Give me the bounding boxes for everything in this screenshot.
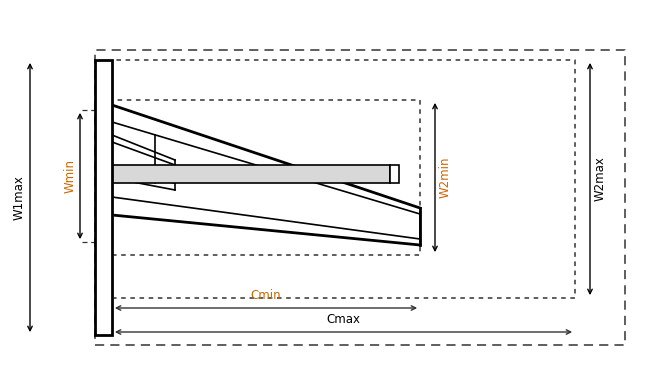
Text: Cmax: Cmax [327, 313, 360, 326]
Text: W2max: W2max [594, 156, 607, 202]
Bar [390, 165, 399, 183]
Bar [112, 165, 390, 183]
Bar [95, 60, 112, 335]
Text: Cmin: Cmin [251, 289, 281, 302]
Text: W2min: W2min [439, 157, 452, 198]
Text: W1max: W1max [13, 175, 26, 220]
Text: Wmin: Wmin [64, 159, 77, 193]
